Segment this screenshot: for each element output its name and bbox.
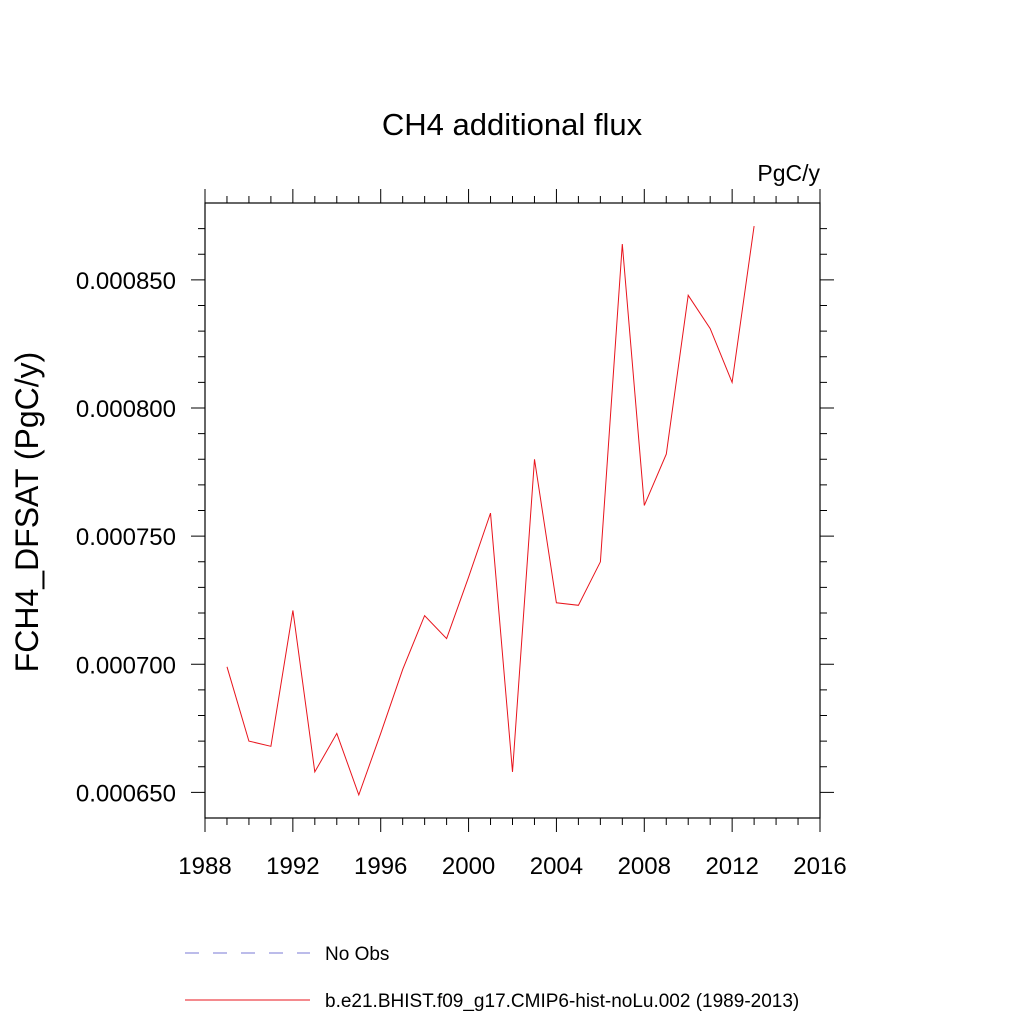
series-line	[226, 226, 755, 797]
legend: No Obs b.e21.BHIST.f09_g17.CMIP6-hist-noL…	[185, 944, 799, 1012]
chart-title: CH4 additional flux	[382, 107, 643, 142]
y-tick-label: 0.000850	[76, 268, 176, 295]
x-tick-label: 2000	[442, 853, 495, 880]
x-tick-label: 2012	[705, 853, 758, 880]
plot-border	[204, 202, 821, 819]
x-tick-label: 1996	[354, 853, 407, 880]
units-label: PgC/y	[757, 160, 820, 186]
y-tick-label: 0.000700	[76, 652, 176, 679]
x-tick-label: 2008	[618, 853, 671, 880]
legend-label: No Obs	[325, 944, 389, 965]
x-tick-label: 1992	[266, 853, 319, 880]
tick-labels: 1988 1992 1996 2000 2004 2008 2012 2016 0.000650…	[76, 268, 847, 880]
y-tick-label: 0.000650	[76, 780, 176, 807]
x-tick-label: 2004	[530, 853, 583, 880]
y-axis-label: FCH4_DFSAT (PgC/y)	[9, 352, 45, 673]
x-tick-label: 2016	[793, 853, 846, 880]
series-lines	[226, 226, 755, 797]
plot-frame	[204, 202, 821, 819]
x-tick-label: 1988	[178, 853, 231, 880]
y-tick-label: 0.000800	[76, 396, 176, 423]
axis-ticks	[191, 189, 834, 832]
legend-label: b.e21.BHIST.f09_g17.CMIP6-hist-noLu.002 …	[325, 991, 799, 1012]
y-tick-label: 0.000750	[76, 524, 176, 551]
